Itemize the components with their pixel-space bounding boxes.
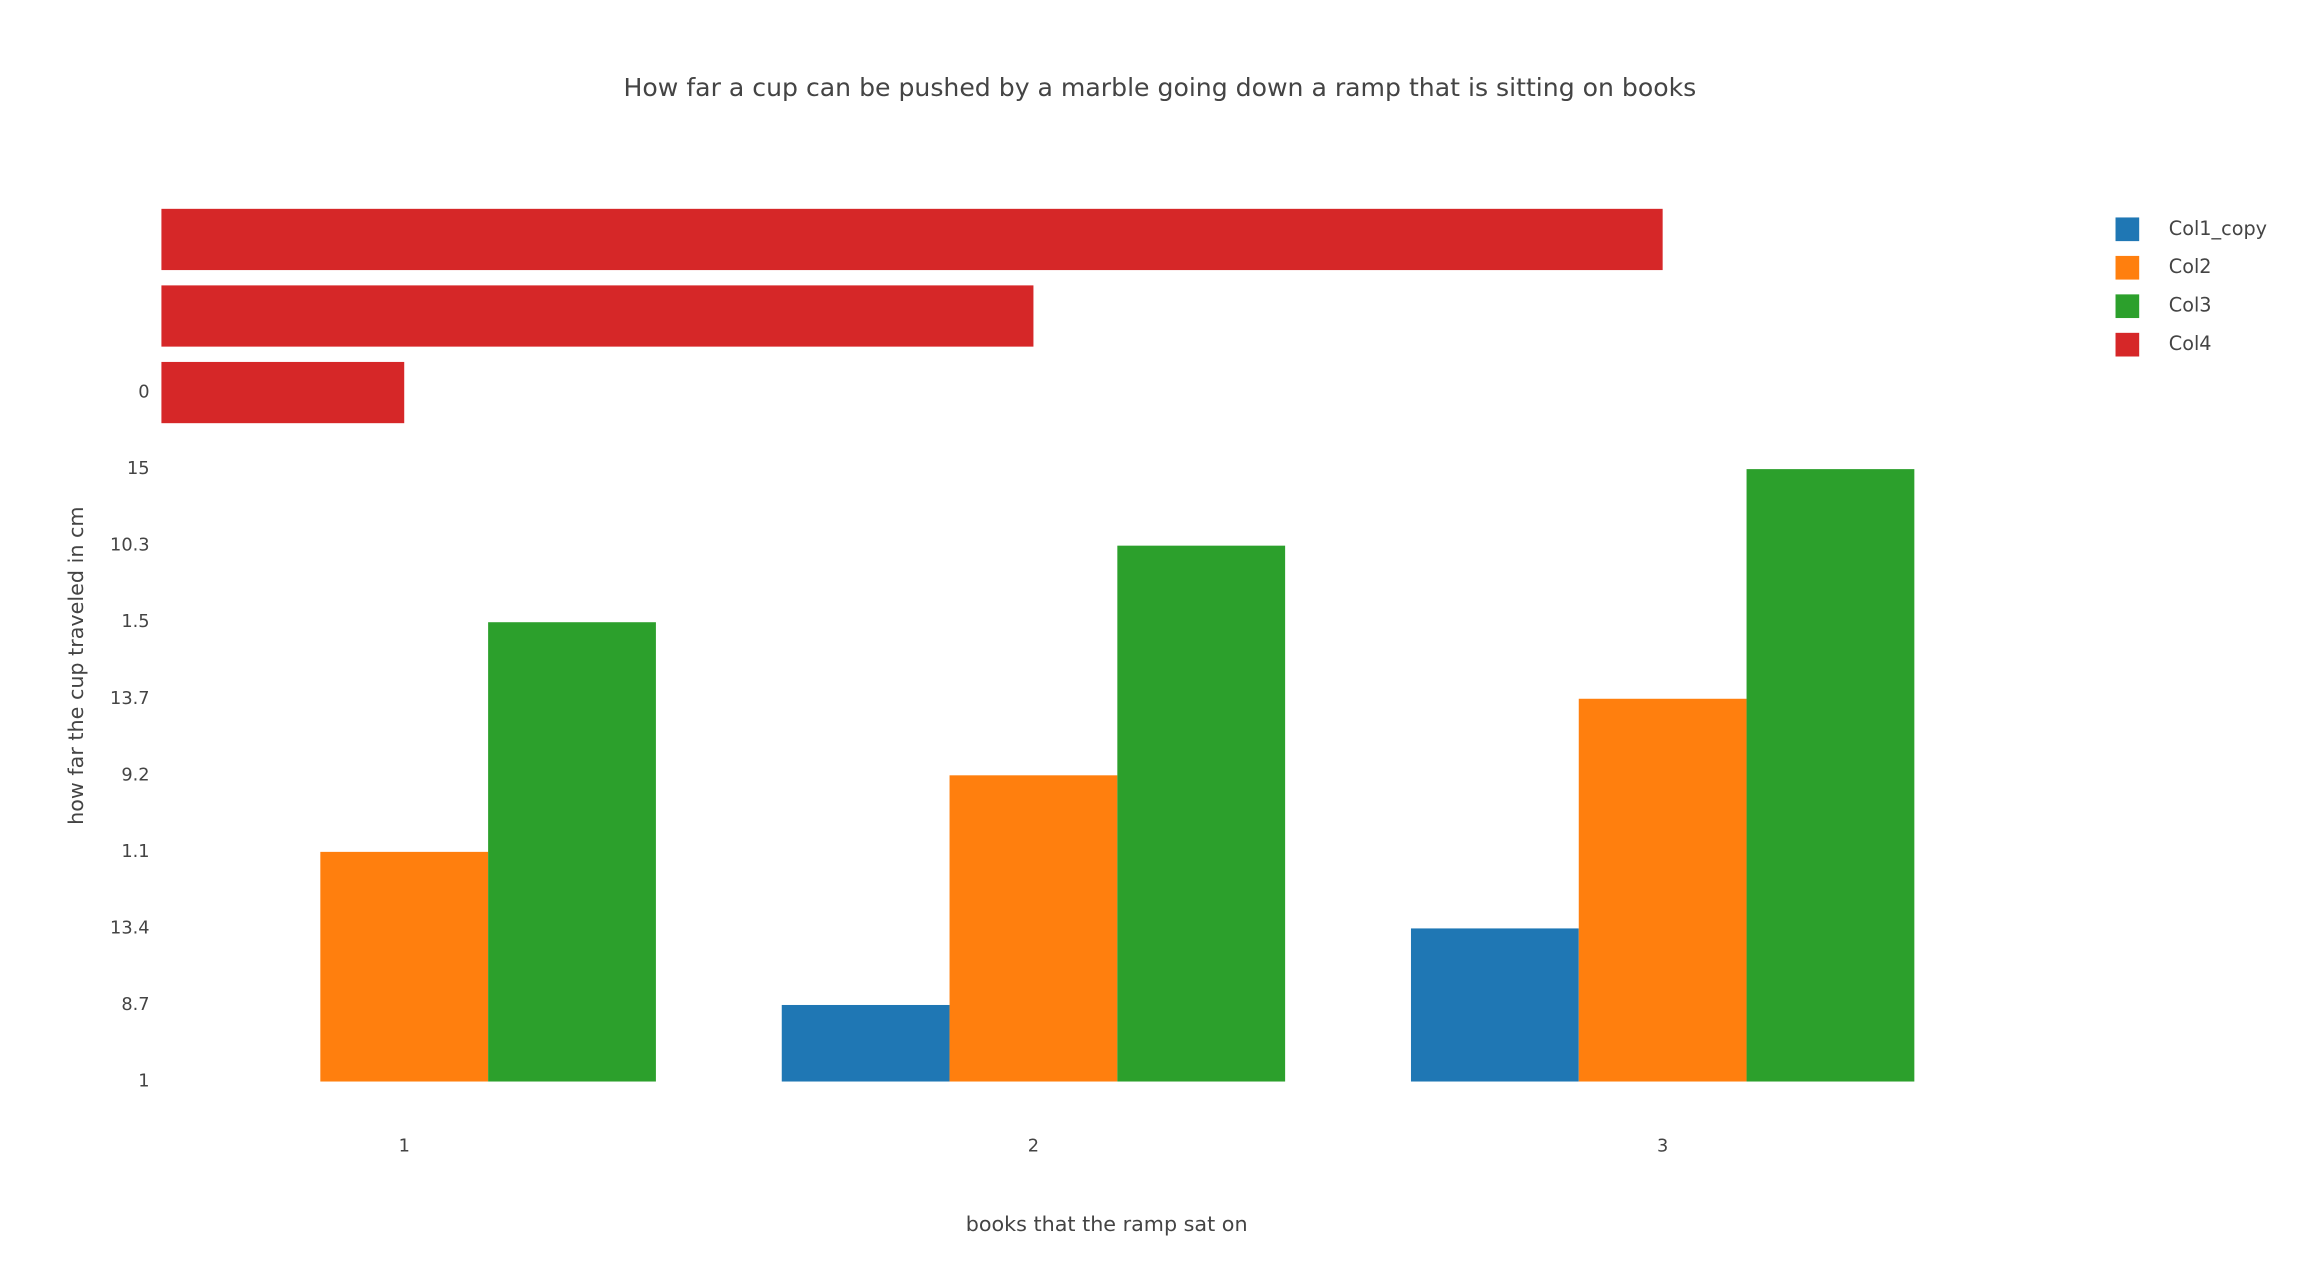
y-tick-label: 1.5: [121, 612, 149, 632]
y-tick-label: 1.1: [121, 842, 149, 862]
legend-label: Col3: [2169, 294, 2212, 317]
y-tick-label: 15: [127, 459, 150, 479]
x-axis-title: books that the ramp sat on: [966, 1212, 1248, 1236]
y-tick-label: 9.2: [121, 765, 149, 785]
bar: [781, 1004, 950, 1082]
bar: [488, 622, 656, 1082]
legend-swatch: [2115, 332, 2140, 357]
bar: [161, 285, 1034, 347]
y-tick-label: 0: [138, 383, 149, 403]
legend-label: Col2: [2169, 255, 2212, 278]
y-tick-label: 1: [138, 1072, 149, 1092]
bar: [320, 851, 489, 1082]
legend-swatch: [2115, 255, 2140, 280]
x-tick-label: 3: [1657, 1136, 1668, 1156]
y-tick-label: 10.3: [110, 536, 150, 556]
legend-swatch: [2115, 294, 2140, 319]
legend-label: Col1_copy: [2169, 217, 2267, 240]
chart-title: How far a cup can be pushed by a marble …: [624, 73, 1697, 102]
y-tick-label: 13.7: [110, 689, 150, 709]
bar: [1746, 469, 1915, 1082]
legend-label: Col4: [2169, 332, 2212, 355]
legend-swatch: [2115, 217, 2140, 242]
y-tick-label: 13.4: [110, 918, 150, 938]
x-tick-label: 1: [399, 1136, 410, 1156]
bar: [949, 775, 1118, 1082]
bar: [1410, 928, 1579, 1082]
bar: [1117, 545, 1286, 1082]
bar: [161, 208, 1663, 271]
y-axis-title: how far the cup traveled in cm: [64, 506, 88, 824]
bar: [161, 361, 405, 424]
y-tick-label: 8.7: [121, 995, 149, 1015]
bar: [1578, 698, 1747, 1082]
x-tick-label: 2: [1028, 1136, 1039, 1156]
